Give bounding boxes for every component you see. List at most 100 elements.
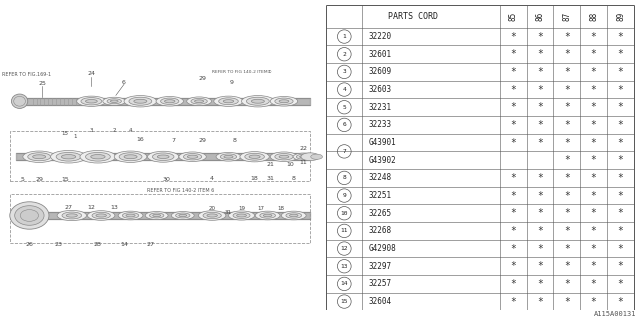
Text: *: *	[564, 208, 570, 218]
Text: 7: 7	[342, 149, 346, 154]
Text: 4: 4	[342, 87, 346, 92]
Text: *: *	[591, 32, 596, 42]
Text: *: *	[591, 138, 596, 148]
Ellipse shape	[81, 98, 102, 105]
Text: *: *	[537, 244, 543, 253]
Ellipse shape	[33, 155, 45, 159]
Ellipse shape	[252, 99, 264, 103]
Text: *: *	[537, 49, 543, 59]
Ellipse shape	[124, 155, 137, 159]
Text: 32257: 32257	[369, 279, 392, 288]
Text: 29: 29	[198, 138, 206, 143]
Text: *: *	[564, 49, 570, 59]
Ellipse shape	[67, 214, 77, 217]
Ellipse shape	[301, 153, 319, 161]
Text: 32297: 32297	[369, 262, 392, 271]
Text: *: *	[591, 244, 596, 253]
Text: *: *	[564, 173, 570, 183]
Text: *: *	[564, 279, 570, 289]
Ellipse shape	[148, 151, 179, 162]
Ellipse shape	[241, 96, 274, 107]
Text: *: *	[618, 261, 623, 271]
Text: *: *	[591, 279, 596, 289]
Text: *: *	[591, 297, 596, 307]
Text: *: *	[537, 102, 543, 112]
Ellipse shape	[191, 98, 207, 104]
Text: 23: 23	[55, 242, 63, 247]
Text: 19: 19	[238, 206, 245, 212]
Ellipse shape	[92, 212, 110, 219]
Text: *: *	[537, 261, 543, 271]
Ellipse shape	[96, 214, 106, 217]
Ellipse shape	[122, 212, 139, 218]
Text: 11: 11	[340, 228, 348, 233]
Ellipse shape	[153, 214, 161, 217]
Text: REFER TO FIG.169-1: REFER TO FIG.169-1	[2, 72, 51, 77]
Ellipse shape	[264, 214, 272, 217]
Text: *: *	[510, 120, 516, 130]
Text: *: *	[618, 173, 623, 183]
Text: 32220: 32220	[369, 32, 392, 41]
Ellipse shape	[119, 153, 142, 161]
Text: 13: 13	[340, 264, 348, 269]
Ellipse shape	[275, 154, 293, 160]
Ellipse shape	[164, 100, 175, 103]
Text: 12: 12	[340, 246, 348, 251]
Text: 2: 2	[113, 128, 116, 133]
Text: 2: 2	[342, 52, 346, 57]
Text: *: *	[537, 32, 543, 42]
Ellipse shape	[223, 100, 234, 103]
Text: 31: 31	[267, 176, 275, 181]
Ellipse shape	[275, 98, 293, 104]
Ellipse shape	[145, 212, 168, 220]
Text: 85: 85	[509, 12, 518, 21]
Ellipse shape	[228, 211, 255, 220]
Text: *: *	[537, 173, 543, 183]
Text: *: *	[618, 155, 623, 165]
Text: 7: 7	[171, 138, 175, 143]
Ellipse shape	[10, 202, 49, 229]
Ellipse shape	[15, 206, 44, 225]
Text: REFER TO FIG 140-2 ITEM①: REFER TO FIG 140-2 ITEM①	[212, 70, 271, 74]
Text: *: *	[618, 226, 623, 236]
Ellipse shape	[198, 211, 226, 220]
Text: *: *	[591, 191, 596, 201]
Ellipse shape	[224, 156, 233, 158]
Text: 6: 6	[122, 80, 126, 85]
Ellipse shape	[57, 210, 86, 220]
Text: 4: 4	[129, 128, 132, 133]
Ellipse shape	[126, 214, 135, 217]
Text: 29: 29	[198, 76, 206, 81]
Ellipse shape	[20, 210, 38, 221]
Text: 32265: 32265	[369, 209, 392, 218]
Ellipse shape	[286, 213, 301, 218]
Ellipse shape	[300, 156, 307, 158]
Text: *: *	[564, 102, 570, 112]
Text: *: *	[510, 32, 516, 42]
Text: 1: 1	[342, 34, 346, 39]
Text: *: *	[564, 120, 570, 130]
Text: *: *	[591, 261, 596, 271]
Text: 14: 14	[340, 281, 348, 286]
Ellipse shape	[77, 96, 106, 106]
Ellipse shape	[88, 211, 115, 220]
Text: 14: 14	[120, 242, 128, 247]
Text: 26: 26	[26, 242, 33, 247]
Text: 5: 5	[21, 177, 25, 182]
Text: 88: 88	[589, 12, 598, 21]
Ellipse shape	[289, 214, 298, 217]
Text: 32268: 32268	[369, 226, 392, 236]
Ellipse shape	[56, 152, 81, 161]
Text: *: *	[510, 261, 516, 271]
Text: *: *	[510, 279, 516, 289]
Text: G43902: G43902	[369, 156, 396, 165]
Text: *: *	[510, 297, 516, 307]
Text: *: *	[510, 102, 516, 112]
Text: 32233: 32233	[369, 120, 392, 129]
Text: *: *	[591, 49, 596, 59]
Text: 15: 15	[61, 177, 69, 182]
Ellipse shape	[270, 152, 298, 162]
Text: 24: 24	[88, 71, 95, 76]
Text: *: *	[564, 244, 570, 253]
Text: 18: 18	[251, 176, 259, 181]
